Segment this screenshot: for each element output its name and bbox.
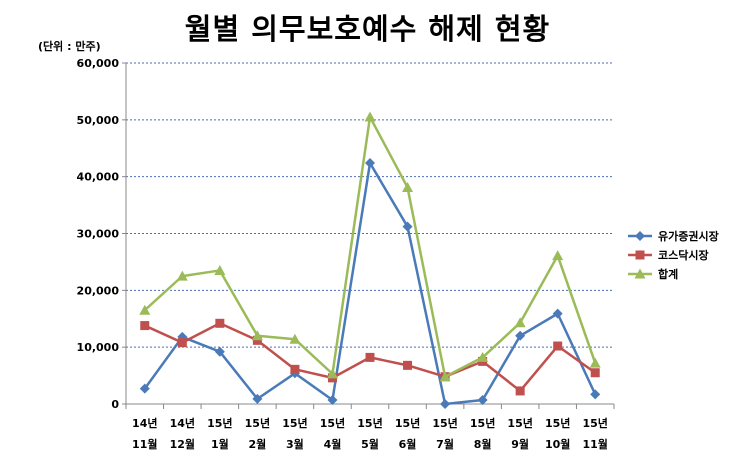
data-point [289, 333, 301, 344]
x-tick-label-year: 15년 [545, 416, 570, 430]
x-tick-label-month: 11월 [583, 437, 608, 451]
x-tick-label-year: 15년 [470, 416, 495, 430]
x-tick-label-year: 15년 [432, 416, 457, 430]
axes [122, 62, 615, 409]
data-point [139, 383, 150, 394]
x-tick-label-month: 4월 [324, 437, 342, 451]
data-point [140, 321, 150, 331]
y-tick-label: 60,000 [77, 57, 120, 70]
legend-marker [634, 268, 646, 279]
x-tick-label-month: 10월 [545, 437, 570, 451]
data-point [402, 181, 414, 192]
x-tick-label-year: 15년 [207, 416, 232, 430]
series-line [143, 115, 597, 378]
gridlines [126, 62, 614, 348]
legend-label: 코스닥시장 [658, 248, 709, 262]
data-point [177, 338, 187, 348]
legend-label: 유가증권시장 [658, 229, 719, 243]
legend-marker [635, 231, 645, 241]
x-tick-label-month: 9월 [511, 437, 529, 451]
data-point [477, 395, 488, 406]
x-tick-label-year: 15년 [245, 416, 270, 430]
data-point [365, 158, 375, 169]
series [139, 111, 601, 409]
data-point [402, 221, 413, 232]
y-tick-label: 20,000 [77, 284, 120, 297]
data-point [326, 368, 338, 379]
y-axis-ticks: 0 10,000 20,000 30,000 40,000 50,000 60,000 [77, 57, 120, 411]
data-point [589, 357, 601, 368]
legend-marker [635, 250, 645, 260]
legend-label: 합계 [658, 267, 678, 281]
data-point [214, 264, 226, 275]
unit-label: (단위 : 만주) [38, 40, 101, 53]
x-tick-label-year: 15년 [282, 416, 307, 430]
data-point [214, 346, 225, 357]
x-tick-label-year: 15년 [395, 416, 420, 430]
x-tick-label-month: 2월 [248, 437, 266, 451]
y-tick-label: 10,000 [77, 341, 120, 354]
legend-item-1: 유가증권시장 [628, 229, 719, 243]
series-line [143, 161, 597, 406]
x-tick-label-month: 6월 [399, 437, 417, 451]
data-point [440, 399, 451, 409]
x-tick-label-year: 15년 [507, 416, 532, 430]
data-point [327, 395, 338, 406]
data-point [515, 386, 525, 396]
data-point [252, 393, 263, 404]
y-tick-label: 50,000 [77, 114, 120, 127]
data-point [552, 308, 563, 319]
legend-item-2: 코스닥시장 [628, 248, 709, 262]
data-point [252, 335, 262, 345]
data-point [590, 389, 601, 400]
data-point [290, 364, 300, 374]
x-tick-label-month: 1월 [211, 437, 229, 451]
x-tick-label-year: 15년 [320, 416, 345, 430]
chart-title: 월별 의무보호예수 해제 현황 [184, 12, 551, 46]
data-point [439, 371, 451, 382]
x-tick-label-month: 3월 [286, 437, 304, 451]
series-1 [139, 158, 601, 409]
data-point [552, 250, 564, 261]
data-point [590, 368, 600, 378]
y-tick-label: 40,000 [77, 171, 120, 184]
data-point [477, 351, 489, 362]
legend-item-3: 합계 [628, 267, 678, 281]
data-point [515, 330, 526, 341]
x-axis-ticks: 14년 11월 14년 12월 15년 1월 15년 2월 15년 3월 15년 4월 15년 5월 15년… [132, 416, 608, 451]
x-tick-label-year: 15년 [357, 416, 382, 430]
x-tick-label-month: 5월 [361, 437, 379, 451]
data-point [365, 352, 375, 362]
x-tick-label-month: 12월 [170, 437, 195, 451]
x-tick-label-year: 14년 [132, 416, 157, 430]
data-point [553, 341, 563, 351]
data-point [176, 270, 188, 281]
data-point [403, 360, 413, 370]
data-point [139, 304, 151, 315]
data-point [364, 111, 376, 122]
data-point [215, 318, 225, 328]
x-tick-label-month: 11월 [132, 437, 157, 451]
data-point [514, 317, 526, 328]
series-3 [139, 111, 601, 382]
x-tick-label-month: 7월 [436, 437, 454, 451]
y-tick-label: 0 [111, 398, 119, 411]
x-tick-label-year: 15년 [583, 416, 608, 430]
x-tick-label-month: 8월 [474, 437, 492, 451]
x-tick-label-year: 14년 [170, 416, 195, 430]
data-point [251, 330, 263, 341]
y-tick-label: 30,000 [77, 228, 120, 241]
